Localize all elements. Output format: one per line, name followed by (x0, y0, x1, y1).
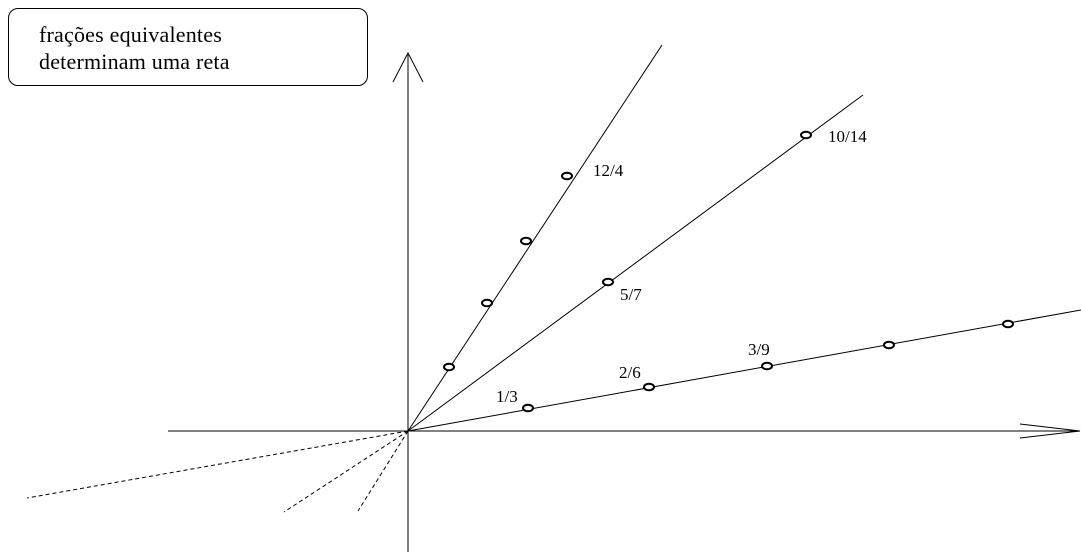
fraction-points (443, 130, 1014, 413)
dashed-line-3 (357, 430, 409, 512)
fraction-point-1-3 (522, 403, 534, 413)
title-box: frações equivalentes determinam uma reta (8, 8, 368, 86)
fraction-point-6-2 (481, 298, 493, 308)
fraction-label-3-9: 3/9 (748, 340, 770, 359)
ray-slope-5-7 (407, 94, 864, 432)
fraction-labels: 12/4 5/7 10/14 1/3 2/6 3/9 (496, 127, 867, 406)
fraction-point-9-3 (520, 236, 532, 246)
fraction-point-5-15 (1002, 319, 1014, 329)
ray-slope-1-3 (407, 309, 1081, 432)
fraction-label-2-6: 2/6 (619, 363, 641, 382)
fraction-label-5-7: 5/7 (620, 285, 642, 304)
dashed-line-2 (283, 430, 409, 513)
fraction-point-10-14 (800, 130, 812, 140)
fraction-point-3-1 (443, 362, 455, 372)
fraction-point-2-6 (643, 382, 655, 392)
axes (168, 51, 1081, 552)
x-axis-arrowhead (1019, 423, 1081, 439)
title-line-2: determinam uma reta (39, 49, 230, 74)
fraction-point-4-12 (883, 340, 895, 350)
fraction-label-12-4: 12/4 (593, 161, 624, 180)
dashed-line-1 (26, 430, 409, 499)
fraction-label-10-14: 10/14 (828, 127, 867, 146)
y-axis-arrowhead (392, 51, 424, 83)
fraction-point-12-4 (561, 171, 573, 181)
fraction-label-1-3: 1/3 (496, 387, 518, 406)
fraction-rays (407, 44, 1081, 432)
fraction-point-3-9 (761, 361, 773, 371)
dashed-extensions (26, 430, 409, 513)
fraction-point-5-7 (602, 277, 614, 287)
title-line-1: frações equivalentes (39, 22, 222, 47)
